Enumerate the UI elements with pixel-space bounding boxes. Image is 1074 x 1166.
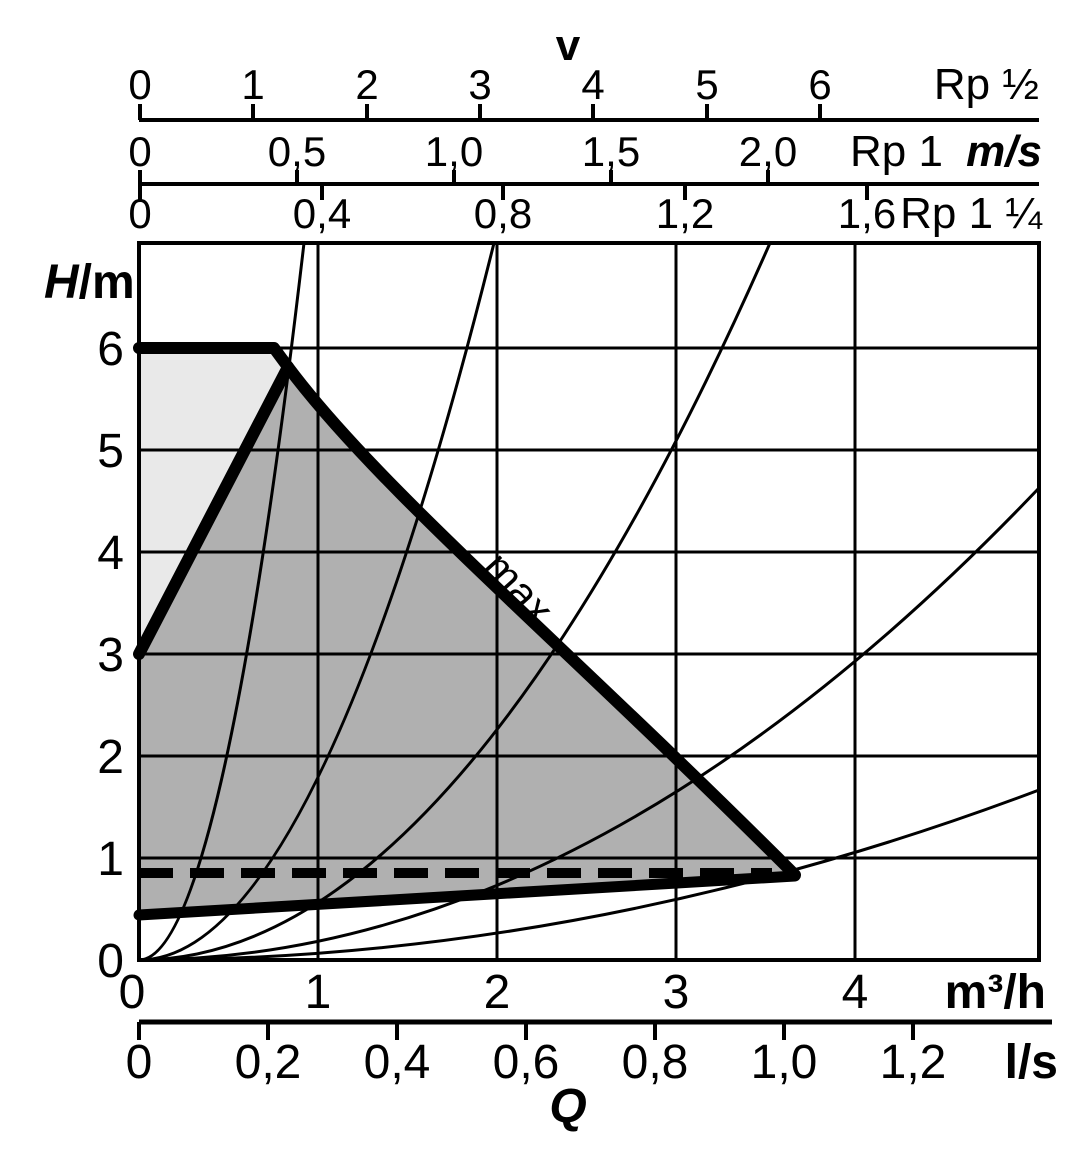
ls-tick-0: 0 bbox=[126, 1036, 153, 1089]
velocity-unit-label: m/s bbox=[966, 127, 1042, 176]
head-tick-4: 4 bbox=[97, 527, 124, 580]
velocity-quantity-label: v bbox=[556, 21, 581, 70]
ls-tick-3: 0,6 bbox=[493, 1036, 560, 1089]
friction-curve-2 bbox=[138, 242, 496, 962]
rp-half-scale-ticks bbox=[138, 104, 822, 120]
ls-tick-5: 1,0 bbox=[751, 1036, 818, 1089]
m3h-tick-1: 1 bbox=[305, 966, 332, 1019]
head-axis-unit: /m bbox=[79, 256, 135, 309]
rp114-tick-4: 1,6 bbox=[838, 190, 896, 237]
ls-tick-6: 1,2 bbox=[880, 1036, 947, 1089]
head-tick-3: 3 bbox=[97, 629, 124, 682]
ls-tick-2: 0,4 bbox=[364, 1036, 431, 1089]
friction-curve-3 bbox=[138, 242, 772, 962]
ls-unit-label: l/s bbox=[1005, 1036, 1058, 1089]
friction-curve-1 bbox=[138, 242, 306, 962]
head-tick-1: 1 bbox=[97, 833, 124, 886]
rp-half-tick-6: 6 bbox=[808, 61, 831, 108]
rp114-pipe-label: Rp 1 ¼ bbox=[900, 189, 1043, 238]
friction-curve-5 bbox=[138, 788, 1040, 962]
ls-tick-4: 0,8 bbox=[622, 1036, 689, 1089]
rp1-tick-3: 1,5 bbox=[582, 128, 640, 175]
min-speed-curve bbox=[133, 870, 801, 921]
head-tick-6: 6 bbox=[97, 323, 124, 376]
m3h-tick-3: 3 bbox=[663, 966, 690, 1019]
rp114-tick-1: 0,4 bbox=[293, 190, 351, 237]
main-duty-range-region bbox=[139, 367, 795, 916]
max-speed-curve bbox=[282, 361, 801, 881]
rp-half-tick-4: 4 bbox=[581, 61, 604, 108]
rp-half-tick-0: 0 bbox=[128, 61, 151, 108]
m3h-tick-4: 4 bbox=[842, 966, 869, 1019]
rp1-tick-1: 0,5 bbox=[268, 128, 326, 175]
rp-half-pipe-label: Rp ½ bbox=[934, 60, 1039, 109]
rp114-tick-2: 0,8 bbox=[474, 190, 532, 237]
m3h-tick-2: 2 bbox=[484, 966, 511, 1019]
rp114-tick-0: 0 bbox=[128, 190, 151, 237]
m3h-tick-0: 0 bbox=[119, 966, 146, 1019]
rp1-pipe-label: Rp 1 bbox=[850, 127, 943, 176]
m3h-unit-label: m³/h bbox=[945, 966, 1046, 1019]
friction-curve-4 bbox=[138, 486, 1041, 962]
head-tick-2: 2 bbox=[97, 731, 124, 784]
rp1-scale-ticks bbox=[138, 170, 770, 184]
head-tick-0: 0 bbox=[97, 935, 124, 988]
rp1-tick-2: 1,0 bbox=[425, 128, 483, 175]
rp-half-tick-2: 2 bbox=[355, 61, 378, 108]
plot-border bbox=[137, 241, 1041, 962]
ls-scale-ticks bbox=[137, 1022, 915, 1040]
rp-half-tick-3: 3 bbox=[468, 61, 491, 108]
max-head-top-line bbox=[133, 342, 294, 373]
rp-half-tick-1: 1 bbox=[241, 61, 264, 108]
rp114-tick-3: 1,2 bbox=[656, 190, 714, 237]
head-axis-label: H/m bbox=[44, 256, 135, 309]
field-divider-line bbox=[133, 361, 294, 660]
rp114-scale-ticks bbox=[138, 184, 869, 200]
head-tick-5: 5 bbox=[97, 425, 124, 478]
flow-quantity-label: Q bbox=[549, 1080, 586, 1133]
grid-lines bbox=[139, 243, 1039, 960]
rp1-tick-0: 0 bbox=[128, 128, 151, 175]
head-axis-quantity: H bbox=[44, 256, 80, 309]
rp1-tick-4: 2,0 bbox=[739, 128, 797, 175]
rp-half-tick-5: 5 bbox=[695, 61, 718, 108]
ls-tick-1: 0,2 bbox=[235, 1036, 302, 1089]
